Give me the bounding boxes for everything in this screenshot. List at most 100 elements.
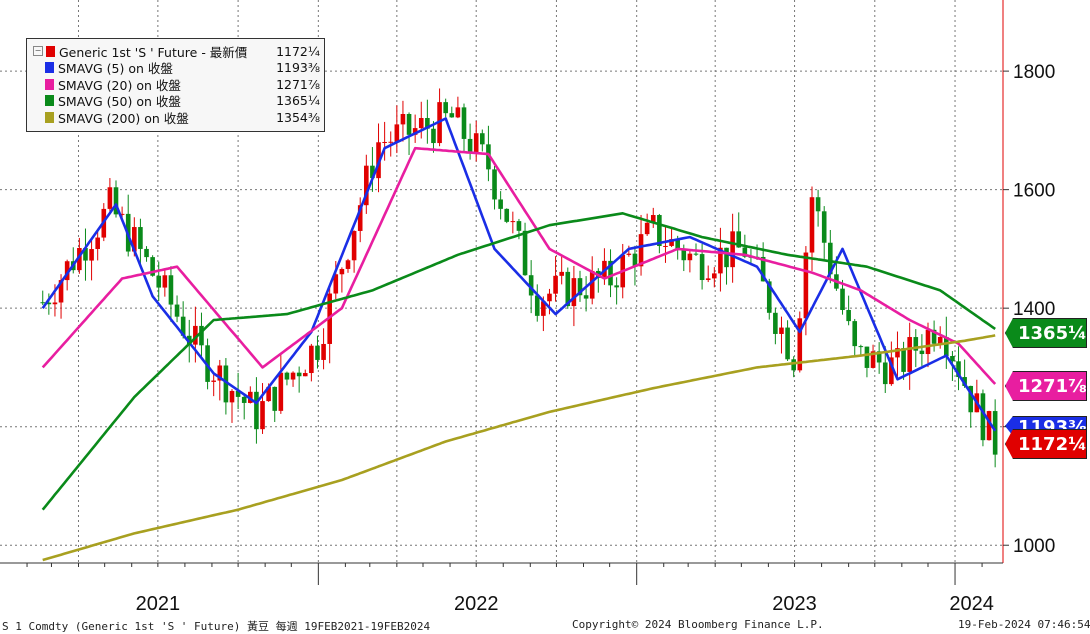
candle-body: [180, 316, 186, 336]
collapse-icon[interactable]: −: [33, 46, 43, 57]
candle-body: [889, 357, 894, 385]
legend-swatch-price: [46, 45, 55, 57]
candle-body: [809, 197, 815, 253]
candle-body: [64, 261, 70, 281]
candle-body: [241, 396, 247, 403]
candle-body: [46, 302, 52, 305]
candle-body: [388, 141, 394, 143]
candle-body: [895, 348, 900, 358]
candle-body: [547, 293, 552, 302]
y-tick-label: 1000: [1013, 536, 1055, 557]
footer-left: S 1 Comdty (Generic 1st 'S ' Future) 黃豆 …: [2, 620, 431, 633]
candle-body: [632, 253, 638, 267]
legend-label: SMAVG (20) on 收盤: [58, 77, 181, 93]
y-axis: 10001200140016001800: [1003, 62, 1055, 557]
candle-body: [418, 118, 424, 129]
legend-swatch-sma50: [45, 95, 54, 107]
candle-body: [773, 312, 778, 334]
candle-body: [278, 372, 284, 411]
candle-body: [443, 102, 448, 114]
candle-body: [235, 390, 241, 397]
candle-body: [730, 231, 735, 268]
legend-item: SMAVG (50) on 收盤 1365¼: [33, 93, 320, 110]
candle-body: [400, 114, 406, 125]
candle-body: [950, 356, 955, 362]
candle-body: [565, 271, 571, 307]
candle-body: [296, 372, 302, 377]
candle-body: [681, 249, 687, 261]
candle-body: [992, 411, 998, 455]
candle-body: [864, 346, 870, 368]
candle-body: [852, 321, 858, 347]
x-year-label: 2023: [772, 593, 817, 615]
candle-body: [58, 280, 64, 303]
candle-body: [119, 213, 125, 215]
candle-body: [394, 124, 400, 142]
series-line-sma50: [41, 212, 996, 511]
candle-body: [150, 257, 155, 276]
series-line-sma200: [42, 334, 996, 562]
legend-label: SMAVG (200) on 收盤: [58, 110, 189, 126]
candle-body: [309, 345, 314, 374]
candle-body: [663, 245, 668, 247]
legend-label: SMAVG (50) on 收盤: [58, 94, 181, 110]
candle-body: [919, 350, 925, 355]
candle-body: [40, 302, 46, 304]
candle-body: [455, 107, 461, 118]
candle-body: [144, 248, 149, 258]
candle-body: [260, 401, 265, 430]
tag-sma50: 1365¼: [1005, 318, 1087, 348]
candle-body: [510, 221, 516, 223]
candle-body: [321, 343, 326, 360]
x-year-label: 2024: [949, 593, 994, 615]
candle-body: [986, 411, 992, 441]
candle-body: [186, 335, 192, 345]
candle-body: [113, 187, 119, 215]
candle-body: [937, 337, 943, 344]
series-line-sma20: [41, 146, 997, 385]
candle-body: [266, 386, 271, 402]
candle-body: [980, 393, 986, 441]
candle-body: [571, 278, 577, 307]
candle-body: [302, 373, 308, 377]
candle-body: [840, 288, 845, 311]
candle-body: [528, 275, 534, 296]
candle-body: [77, 248, 82, 271]
candle-body: [821, 211, 827, 243]
candle-body: [828, 242, 833, 275]
candle-body: [193, 325, 198, 345]
series-line-sma5: [41, 117, 997, 432]
x-axis: 2021 2022 2023 2024: [26, 563, 994, 615]
candle-body: [956, 361, 961, 378]
candle-body: [406, 114, 412, 135]
candle-body: [675, 239, 680, 250]
candle-body: [138, 227, 143, 249]
y-tick-label: 1400: [1013, 299, 1055, 320]
candle-body: [858, 346, 864, 348]
candle-body: [174, 304, 180, 317]
candle-body: [345, 260, 351, 269]
candle-body: [412, 128, 418, 135]
candle-body: [168, 275, 174, 305]
candle-body: [83, 248, 88, 261]
candle-body: [254, 391, 259, 430]
candle-body: [626, 253, 632, 255]
candle-body: [687, 253, 693, 261]
candle-body: [644, 222, 650, 235]
candle-body: [785, 327, 790, 360]
candle-body: [315, 345, 320, 360]
candle-body: [486, 144, 491, 170]
candle-body: [608, 260, 613, 286]
y-tick-label: 1600: [1013, 181, 1055, 202]
candle-body: [473, 133, 479, 154]
candle-body: [705, 278, 711, 281]
candle-body: [742, 247, 748, 257]
candle-body: [925, 329, 931, 355]
candle-body: [907, 337, 912, 372]
candle-body: [107, 187, 113, 209]
candlesticks: [40, 88, 998, 468]
candle-body: [870, 351, 876, 368]
candle-body: [913, 337, 919, 351]
legend-swatch-sma5: [45, 62, 54, 74]
